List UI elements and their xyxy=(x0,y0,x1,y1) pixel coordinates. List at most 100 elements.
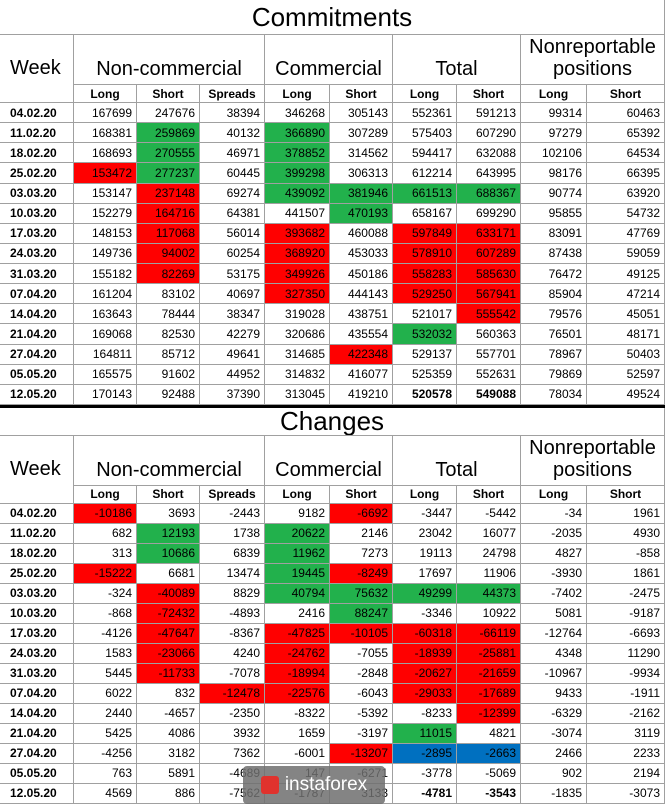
value-cell: 441507 xyxy=(265,203,330,224)
value-cell: -8322 xyxy=(265,703,330,724)
week-date: 12.05.20 xyxy=(0,783,74,804)
value-cell: -24762 xyxy=(265,643,330,664)
value-cell: 575403 xyxy=(393,123,457,144)
value-cell: 597849 xyxy=(393,223,457,244)
value-cell: 163643 xyxy=(74,304,137,325)
value-cell: 552631 xyxy=(457,364,521,385)
week-date: 24.03.20 xyxy=(0,243,74,265)
week-date: 05.05.20 xyxy=(0,763,74,784)
value-cell: 419210 xyxy=(330,384,393,405)
value-cell: 699290 xyxy=(457,203,521,224)
value-cell: 48171 xyxy=(587,324,665,345)
value-cell: 47769 xyxy=(587,223,665,244)
value-cell: 525359 xyxy=(393,364,457,385)
value-cell: 56014 xyxy=(200,223,265,244)
value-cell: 6681 xyxy=(137,563,200,584)
column-header: Long xyxy=(521,85,587,103)
value-cell: 529137 xyxy=(393,344,457,365)
value-cell: -25881 xyxy=(457,643,521,664)
week-date: 11.02.20 xyxy=(0,123,74,144)
value-cell: 460088 xyxy=(330,223,393,244)
value-cell: 399298 xyxy=(265,163,330,184)
value-cell: 78444 xyxy=(137,304,200,325)
value-cell: 167699 xyxy=(74,103,137,124)
group-header: Total xyxy=(393,435,521,486)
value-cell: 20622 xyxy=(265,523,330,544)
value-cell: 2416 xyxy=(265,603,330,624)
value-cell: 632088 xyxy=(457,143,521,164)
value-cell: 313 xyxy=(74,543,137,564)
week-date: 03.03.20 xyxy=(0,183,74,204)
value-cell: 38394 xyxy=(200,103,265,124)
value-cell: 366890 xyxy=(265,123,330,144)
watermark-text: instaforex xyxy=(284,774,368,795)
value-cell: -8233 xyxy=(393,703,457,724)
value-cell: 11290 xyxy=(587,643,665,664)
value-cell: 529250 xyxy=(393,284,457,305)
value-cell: 153472 xyxy=(74,163,137,184)
value-cell: 661513 xyxy=(393,183,457,204)
value-cell: -10967 xyxy=(521,663,587,684)
value-cell: -3073 xyxy=(587,783,665,804)
value-cell: -47825 xyxy=(265,623,330,644)
week-date: 17.03.20 xyxy=(0,223,74,244)
section-title: Changes xyxy=(0,407,665,436)
value-cell: 314832 xyxy=(265,364,330,385)
value-cell: 45051 xyxy=(587,304,665,325)
value-cell: 439092 xyxy=(265,183,330,204)
value-cell: 4240 xyxy=(200,643,265,664)
value-cell: 117068 xyxy=(137,223,200,244)
value-cell: -2443 xyxy=(200,503,265,524)
week-date: 27.04.20 xyxy=(0,743,74,764)
column-header: Long xyxy=(74,85,137,103)
week-date: 14.04.20 xyxy=(0,304,74,325)
value-cell: 17697 xyxy=(393,563,457,584)
value-cell: 314562 xyxy=(330,143,393,164)
value-cell: 59059 xyxy=(587,243,665,265)
value-cell: 4086 xyxy=(137,723,200,744)
value-cell: -1911 xyxy=(587,683,665,704)
column-header: Short xyxy=(137,485,200,504)
value-cell: 7362 xyxy=(200,743,265,764)
value-cell: 12193 xyxy=(137,523,200,544)
value-cell: 85712 xyxy=(137,344,200,365)
watermark: instaforex xyxy=(243,766,385,804)
group-header: Nonreportable positions xyxy=(521,435,665,486)
value-cell: -66119 xyxy=(457,623,521,644)
value-cell: -6001 xyxy=(265,743,330,764)
value-cell: 4827 xyxy=(521,543,587,564)
value-cell: 4348 xyxy=(521,643,587,664)
value-cell: 5425 xyxy=(74,723,137,744)
value-cell: 886 xyxy=(137,783,200,804)
value-cell: 5445 xyxy=(74,663,137,684)
value-cell: 149736 xyxy=(74,243,137,265)
value-cell: 44373 xyxy=(457,583,521,604)
value-cell: 2146 xyxy=(330,523,393,544)
value-cell: 307289 xyxy=(330,123,393,144)
value-cell: 2466 xyxy=(521,743,587,764)
value-cell: 40794 xyxy=(265,583,330,604)
value-cell: -2035 xyxy=(521,523,587,544)
value-cell: 54732 xyxy=(587,203,665,224)
value-cell: 560363 xyxy=(457,324,521,345)
week-date: 27.04.20 xyxy=(0,344,74,365)
value-cell: 92488 xyxy=(137,384,200,405)
value-cell: 319028 xyxy=(265,304,330,325)
value-cell: -6043 xyxy=(330,683,393,704)
week-header: Week xyxy=(0,35,74,103)
value-cell: -4256 xyxy=(74,743,137,764)
value-cell: -6693 xyxy=(587,623,665,644)
value-cell: 444143 xyxy=(330,284,393,305)
value-cell: 9433 xyxy=(521,683,587,704)
value-cell: -12764 xyxy=(521,623,587,644)
value-cell: 11906 xyxy=(457,563,521,584)
value-cell: 102106 xyxy=(521,143,587,164)
value-cell: 2194 xyxy=(587,763,665,784)
value-cell: 165575 xyxy=(74,364,137,385)
value-cell: 1583 xyxy=(74,643,137,664)
value-cell: -18994 xyxy=(265,663,330,684)
value-cell: -3074 xyxy=(521,723,587,744)
value-cell: 161204 xyxy=(74,284,137,305)
column-header: Short xyxy=(330,85,393,103)
